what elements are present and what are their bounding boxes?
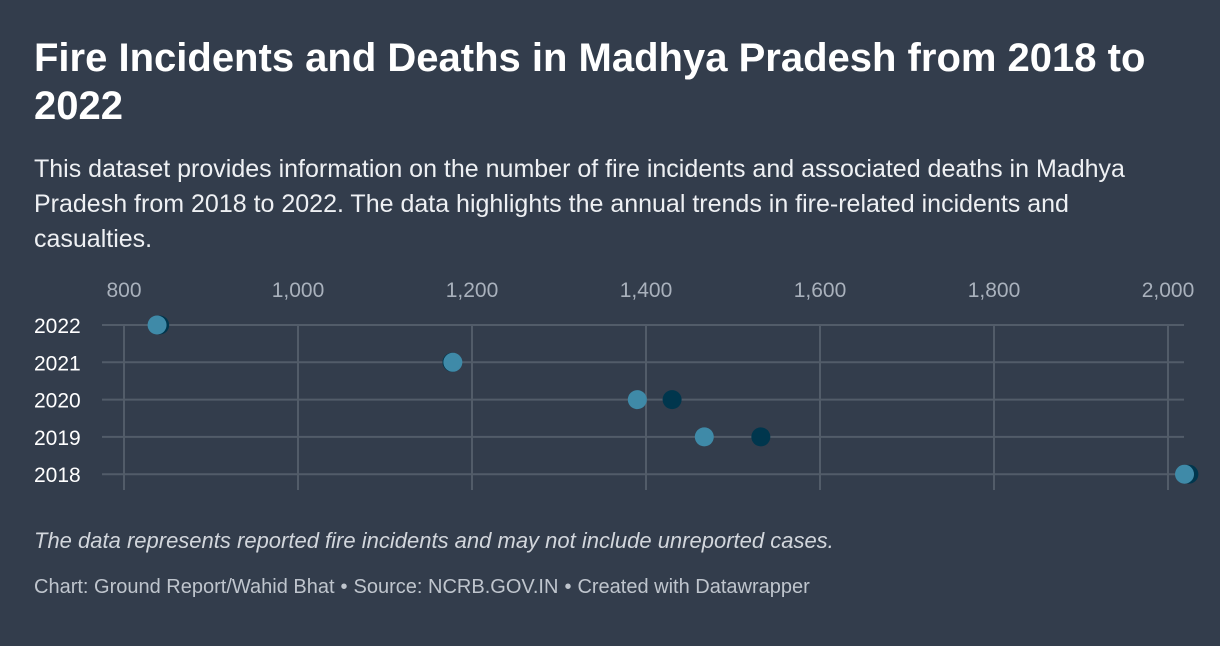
x-tick-label: 1,400	[620, 279, 673, 302]
byline-source: Source: NCRB.GOV.IN	[353, 576, 559, 598]
y-category-label: 2022	[34, 315, 81, 338]
y-category-label: 2021	[34, 352, 81, 375]
x-tick-label: 1,600	[794, 279, 847, 302]
deaths-dot	[443, 352, 463, 372]
byline-created: Created with Datawrapper	[577, 576, 810, 598]
chart-notes: The data represents reported fire incide…	[34, 528, 834, 553]
x-tick-label: 1,200	[446, 279, 499, 302]
y-axis-labels: 2022 2021 2020 2019 2018	[34, 315, 81, 487]
byline: Chart: Ground Report/Wahid Bhat • Source: …	[34, 576, 810, 599]
y-category-label: 2019	[34, 427, 81, 450]
y-category-label: 2020	[34, 390, 81, 413]
deaths-dot	[627, 390, 647, 410]
byline-separator: •	[340, 576, 348, 598]
data-points	[147, 315, 1199, 484]
deaths-dot	[147, 315, 167, 335]
chart-description: This dataset provides information on the…	[34, 155, 1125, 253]
x-axis-ticks: 800 1,000 1,200 1,400 1,600 1,800 2,000	[106, 279, 1194, 302]
grid-lines	[102, 324, 1184, 490]
deaths-dot	[694, 427, 714, 447]
deaths-dot	[1175, 464, 1195, 484]
x-tick-label: 1,800	[968, 279, 1021, 302]
x-tick-label: 800	[106, 279, 141, 302]
chart-title: Fire Incidents and Deaths in Madhya Prad…	[34, 36, 1146, 128]
dot-plot-chart: 800 1,000 1,200 1,400 1,600 1,800 2,000 202220…	[34, 279, 1199, 490]
y-category-label: 2018	[34, 464, 81, 487]
incidents-dot	[751, 427, 771, 447]
incidents-dot	[662, 390, 682, 410]
x-tick-label: 1,000	[272, 279, 325, 302]
x-tick-label: 2,000	[1142, 279, 1195, 302]
byline-chart: Chart: Ground Report/Wahid Bhat	[34, 576, 335, 598]
byline-separator: •	[564, 576, 572, 598]
